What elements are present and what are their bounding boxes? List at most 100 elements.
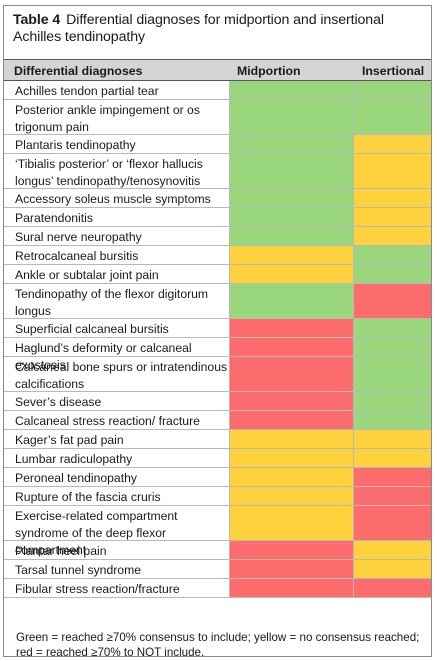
diagnosis-label: Paratendonitis [4, 208, 230, 226]
insertional-consensus-cell [354, 487, 431, 505]
insertional-consensus-cell [354, 284, 431, 318]
diagnosis-label: Plantar heel pain [4, 541, 230, 559]
insertional-consensus-cell [354, 135, 431, 153]
insertional-consensus-cell [354, 579, 431, 597]
diagnosis-label: Calcaneal bone spurs or intratendinous c… [4, 357, 230, 391]
diagnosis-label: Exercise-related compartment syndrome of… [4, 506, 230, 557]
insertional-consensus-cell [354, 154, 431, 188]
table-row: Plantaris tendinopathy [4, 135, 431, 154]
table-footnote: Green = reached ≥70% consensus to includ… [16, 631, 420, 659]
midportion-consensus-cell [230, 411, 354, 429]
diagnosis-label: Ankle or subtalar joint pain [4, 265, 230, 283]
table-frame: Table 4 Differential diagnoses for midpor… [3, 5, 432, 659]
diagnosis-label: Posterior ankle impingement or os trigon… [4, 100, 230, 134]
midportion-consensus-cell [230, 100, 354, 134]
table-row: Rupture of the fascia cruris [4, 487, 431, 506]
header-insertional: Insertional [362, 64, 425, 78]
insertional-consensus-cell [354, 430, 431, 448]
insertional-consensus-cell [354, 227, 431, 245]
midportion-consensus-cell [230, 392, 354, 410]
midportion-consensus-cell [230, 284, 354, 318]
midportion-consensus-cell [230, 189, 354, 207]
insertional-consensus-cell [354, 246, 431, 264]
table-row: Paratendonitis [4, 208, 431, 227]
table-row: Posterior ankle impingement or os trigon… [4, 100, 431, 135]
diagnosis-label: Superficial calcaneal bursitis [4, 319, 230, 337]
table-row: Achilles tendon partial tear [4, 81, 431, 100]
table-row: Exercise-related compartment syndrome of… [4, 506, 431, 557]
insertional-consensus-cell [354, 411, 431, 429]
table-row: Accessory soleus muscle symptoms [4, 189, 431, 208]
midportion-consensus-cell [230, 154, 354, 188]
header-midportion: Midportion [237, 64, 301, 78]
midportion-consensus-cell [230, 265, 354, 283]
diagnosis-label: Sural nerve neuropathy [4, 227, 230, 245]
insertional-consensus-cell [354, 338, 431, 356]
insertional-consensus-cell [354, 541, 431, 559]
diagnosis-label: ‘Tibialis posterior’ or ‘flexor hallucis… [4, 154, 230, 188]
diagnosis-label: Achilles tendon partial tear [4, 81, 230, 99]
midportion-consensus-cell [230, 338, 354, 356]
midportion-consensus-cell [230, 319, 354, 337]
table-row: Fibular stress reaction/fracture [4, 579, 431, 598]
table-row: Plantar heel pain [4, 541, 431, 560]
insertional-consensus-cell [354, 81, 431, 99]
table-row: Retrocalcaneal bursitis [4, 246, 431, 265]
table-row: Ankle or subtalar joint pain [4, 265, 431, 284]
table-row: Peroneal tendinopathy [4, 468, 431, 487]
insertional-consensus-cell [354, 319, 431, 337]
insertional-consensus-cell [354, 392, 431, 410]
insertional-consensus-cell [354, 506, 431, 540]
diagnosis-label: Peroneal tendinopathy [4, 468, 230, 486]
midportion-consensus-cell [230, 357, 354, 391]
table-number: Table 4 [13, 12, 61, 28]
table-row: Calcaneal bone spurs or intratendinous c… [4, 357, 431, 392]
table-row: Superficial calcaneal bursitis [4, 319, 431, 338]
midportion-consensus-cell [230, 430, 354, 448]
table-row: Sural nerve neuropathy [4, 227, 431, 246]
insertional-consensus-cell [354, 357, 431, 391]
table-row: Haglund’s deformity or calcaneal exostos… [4, 338, 431, 372]
table-row: Sever’s disease [4, 392, 431, 411]
table-row: ‘Tibialis posterior’ or ‘flexor hallucis… [4, 154, 431, 189]
diagnosis-label: Accessory soleus muscle symptoms [4, 189, 230, 207]
diagnosis-label: Haglund’s deformity or calcaneal exostos… [4, 338, 230, 372]
midportion-consensus-cell [230, 135, 354, 153]
midportion-consensus-cell [230, 468, 354, 486]
diagnosis-label: Sever’s disease [4, 392, 230, 410]
table-header-row: Differential diagnoses Midportion Insert… [4, 59, 431, 81]
table-row: Kager’s fat pad pain [4, 430, 431, 449]
midportion-consensus-cell [230, 541, 354, 559]
midportion-consensus-cell [230, 246, 354, 264]
midportion-consensus-cell [230, 506, 354, 540]
diagnosis-label: Retrocalcaneal bursitis [4, 246, 230, 264]
diagnosis-label: Tendinopathy of the flexor digitorum lon… [4, 284, 230, 318]
midportion-consensus-cell [230, 227, 354, 245]
header-differential-diagnoses: Differential diagnoses [14, 64, 143, 78]
midportion-consensus-cell [230, 487, 354, 505]
insertional-consensus-cell [354, 449, 431, 467]
table-row: Tendinopathy of the flexor digitorum lon… [4, 284, 431, 319]
midportion-consensus-cell [230, 560, 354, 578]
table-caption: Table 4 Differential diagnoses for midpor… [13, 12, 428, 46]
diagnosis-label: Rupture of the fascia cruris [4, 487, 230, 505]
diagnosis-label: Fibular stress reaction/fracture [4, 579, 230, 597]
insertional-consensus-cell [354, 208, 431, 226]
insertional-consensus-cell [354, 265, 431, 283]
table-title: Differential diagnoses for midportion an… [13, 12, 384, 45]
diagnosis-label: Lumbar radiculopathy [4, 449, 230, 467]
diagnosis-label: Calcaneal stress reaction/ fracture [4, 411, 230, 429]
diagnosis-label: Kager’s fat pad pain [4, 430, 230, 448]
table-row: Lumbar radiculopathy [4, 449, 431, 468]
insertional-consensus-cell [354, 468, 431, 486]
insertional-consensus-cell [354, 560, 431, 578]
midportion-consensus-cell [230, 449, 354, 467]
insertional-consensus-cell [354, 189, 431, 207]
insertional-consensus-cell [354, 100, 431, 134]
midportion-consensus-cell [230, 81, 354, 99]
midportion-consensus-cell [230, 208, 354, 226]
diagnosis-label: Plantaris tendinopathy [4, 135, 230, 153]
table-row: Tarsal tunnel syndrome [4, 560, 431, 579]
diagnosis-label: Tarsal tunnel syndrome [4, 560, 230, 578]
table-row: Calcaneal stress reaction/ fracture [4, 411, 431, 430]
